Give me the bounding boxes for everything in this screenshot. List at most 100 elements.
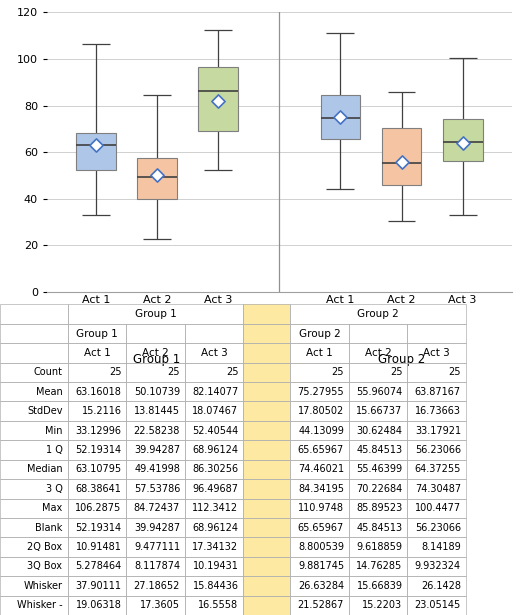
Bar [290,576,349,595]
Text: 17.34132: 17.34132 [193,542,239,552]
Bar [349,382,407,402]
Bar [0,343,68,363]
Text: Whisker -: Whisker - [17,600,63,610]
Text: 18.07467: 18.07467 [193,406,239,416]
Bar [0,557,68,576]
Point [458,138,467,148]
Bar [290,518,349,538]
Text: 84.34195: 84.34195 [298,484,344,494]
Text: 3Q Box: 3Q Box [28,561,63,571]
Bar [243,363,290,382]
Text: 26.63284: 26.63284 [298,581,344,591]
Text: 8.800539: 8.800539 [298,542,344,552]
Bar [185,343,243,363]
Text: 33.17921: 33.17921 [415,426,461,435]
Bar [185,479,243,499]
Text: 25: 25 [448,367,461,378]
Bar [126,576,185,595]
Bar [0,421,68,440]
Bar [243,343,290,363]
Bar [185,499,243,518]
Text: 70.22684: 70.22684 [356,484,402,494]
Text: Group 2: Group 2 [357,309,399,319]
Bar [0,363,68,382]
Text: 49.41998: 49.41998 [134,464,180,474]
Bar [349,343,407,363]
Text: 10.19431: 10.19431 [193,561,239,571]
Text: Count: Count [33,367,63,378]
FancyBboxPatch shape [321,95,360,139]
Bar [349,595,407,615]
Text: 63.87167: 63.87167 [415,387,461,397]
Bar [407,460,466,479]
Text: 57.53786: 57.53786 [134,484,180,494]
Bar [185,421,243,440]
Text: 16.5558: 16.5558 [198,600,239,610]
Text: 8.117874: 8.117874 [134,561,180,571]
Text: 55.46399: 55.46399 [357,464,402,474]
Bar [68,440,126,460]
Bar [243,324,290,343]
Bar [68,324,126,343]
Text: 75.27955: 75.27955 [298,387,344,397]
Bar [407,343,466,363]
FancyBboxPatch shape [137,158,177,199]
Bar [290,402,349,421]
Bar [126,460,185,479]
Bar [407,479,466,499]
Bar [243,382,290,402]
Text: 52.19314: 52.19314 [76,523,122,533]
Text: 9.618859: 9.618859 [357,542,402,552]
Bar [243,479,290,499]
Bar [68,576,126,595]
Bar [290,595,349,615]
Bar [0,440,68,460]
Bar [0,304,68,324]
Bar [0,460,68,479]
Text: Act 3: Act 3 [200,348,228,358]
Text: 1 Q: 1 Q [45,445,63,455]
Text: 15.2203: 15.2203 [362,600,402,610]
Bar [68,538,126,557]
Bar [68,518,126,538]
Text: 39.94287: 39.94287 [134,523,180,533]
Text: 27.18652: 27.18652 [134,581,180,591]
Bar [126,324,185,343]
Bar [290,343,349,363]
Bar [243,518,290,538]
Text: 25: 25 [109,367,122,378]
Bar [290,499,349,518]
Text: 74.46021: 74.46021 [298,464,344,474]
Text: 30.62484: 30.62484 [357,426,402,435]
Text: 22.58238: 22.58238 [134,426,180,435]
Bar [185,460,243,479]
Bar [349,402,407,421]
Text: 68.96124: 68.96124 [193,523,239,533]
Bar [243,382,290,402]
Bar [68,595,126,615]
Text: 100.4477: 100.4477 [415,503,461,514]
Text: 3 Q: 3 Q [45,484,63,494]
Bar [290,421,349,440]
Bar [349,499,407,518]
Text: Min: Min [45,426,63,435]
Bar [407,518,466,538]
Text: 25: 25 [168,367,180,378]
Text: StdDev: StdDev [27,406,63,416]
Bar [185,518,243,538]
Bar [407,557,466,576]
Text: 65.65967: 65.65967 [298,445,344,455]
Bar [407,382,466,402]
Bar [68,402,126,421]
Text: Act 2: Act 2 [364,348,392,358]
Bar [349,518,407,538]
Text: 25: 25 [390,367,402,378]
Point [153,170,161,180]
Text: 44.13099: 44.13099 [298,426,344,435]
Bar [349,557,407,576]
Bar [407,440,466,460]
Text: Max: Max [42,503,63,514]
Text: 37.90111: 37.90111 [76,581,122,591]
Text: 55.96074: 55.96074 [356,387,402,397]
Text: 52.19314: 52.19314 [76,445,122,455]
